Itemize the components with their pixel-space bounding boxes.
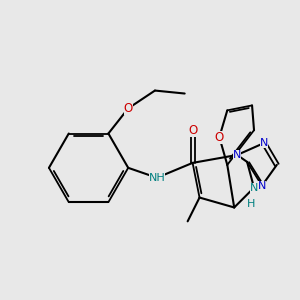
Text: NH: NH <box>148 173 165 183</box>
Text: O: O <box>215 130 224 144</box>
Text: N: N <box>250 183 258 193</box>
Text: H: H <box>247 200 255 209</box>
Text: O: O <box>188 124 197 137</box>
Text: N: N <box>260 138 268 148</box>
Text: N: N <box>233 150 242 160</box>
Text: O: O <box>124 102 133 115</box>
Text: N: N <box>258 181 266 191</box>
